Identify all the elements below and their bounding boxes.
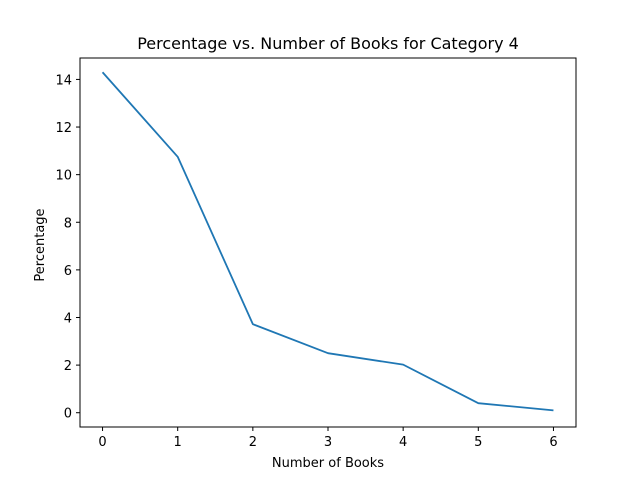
x-axis-ticks: 0 1 2 3 4 5 6 xyxy=(98,427,558,450)
x-tick-label: 6 xyxy=(549,435,557,450)
y-tick-label: 12 xyxy=(55,121,72,136)
y-tick-label: 0 xyxy=(64,407,72,422)
x-tick-label: 2 xyxy=(249,435,257,450)
y-tick-label: 10 xyxy=(55,169,72,184)
x-tick-label: 1 xyxy=(174,435,182,450)
plot-frame xyxy=(79,57,577,428)
series-lines xyxy=(101,71,554,412)
x-axis-label: Number of Books xyxy=(272,456,384,471)
y-tick-label: 6 xyxy=(64,264,72,279)
chart-title: Percentage vs. Number of Books for Categ… xyxy=(137,34,519,53)
y-tick-label: 2 xyxy=(64,359,72,374)
x-tick-label: 0 xyxy=(98,435,106,450)
y-axis-label: Percentage xyxy=(33,208,48,281)
x-tick-label: 3 xyxy=(324,435,332,450)
x-tick-label: 4 xyxy=(399,435,407,450)
y-tick-label: 8 xyxy=(64,216,72,231)
x-tick-label: 5 xyxy=(474,435,482,450)
y-tick-label: 14 xyxy=(55,73,72,88)
y-axis-ticks: 0 2 4 6 8 10 12 14 xyxy=(55,73,80,422)
series-line xyxy=(101,71,554,412)
y-tick-label: 4 xyxy=(64,311,72,326)
